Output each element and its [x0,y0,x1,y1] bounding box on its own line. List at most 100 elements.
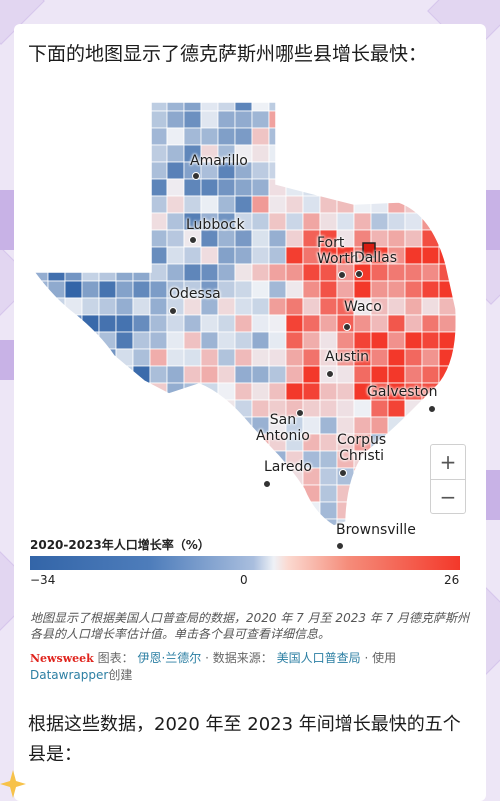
county-shape[interactable] [251,144,270,163]
county-shape[interactable] [200,433,219,452]
county-shape[interactable] [81,246,100,265]
county-shape[interactable] [115,467,134,486]
county-shape[interactable] [200,450,219,469]
county-shape[interactable] [234,348,253,367]
county-shape[interactable] [302,161,321,180]
county-shape[interactable] [473,264,486,281]
county-shape[interactable] [268,348,287,367]
county-shape[interactable] [166,399,185,418]
county-shape[interactable] [234,365,253,384]
county-shape[interactable] [115,399,134,418]
county-shape[interactable] [302,94,321,112]
county-shape[interactable] [115,450,134,469]
county-shape[interactable] [387,433,406,452]
county-shape[interactable] [31,501,49,520]
county-shape[interactable] [115,280,134,299]
county-shape[interactable] [217,382,236,401]
county-shape[interactable] [303,536,320,544]
county-shape[interactable] [217,450,236,469]
county-shape[interactable] [81,382,100,401]
county-shape[interactable] [455,280,473,299]
county-shape[interactable] [217,399,236,418]
county-shape[interactable] [14,434,31,451]
county-shape[interactable] [115,212,134,231]
county-shape[interactable] [200,348,219,367]
county-shape[interactable] [14,213,31,230]
county-shape[interactable] [234,518,253,536]
county-shape[interactable] [64,229,83,248]
county-shape[interactable] [217,484,236,503]
county-shape[interactable] [183,110,202,129]
county-shape[interactable] [387,178,406,197]
county-shape[interactable] [47,348,66,367]
county-shape[interactable] [404,467,423,486]
county-shape[interactable] [81,195,100,214]
county-shape[interactable] [132,382,151,401]
county-shape[interactable] [149,399,168,418]
county-shape[interactable] [14,366,31,383]
county-shape[interactable] [166,518,185,536]
county-shape[interactable] [285,127,304,146]
county-shape[interactable] [473,196,486,213]
county-shape[interactable] [98,127,117,146]
county-shape[interactable] [81,399,100,418]
county-shape[interactable] [234,195,253,214]
county-shape[interactable] [285,518,304,536]
county-shape[interactable] [14,230,31,247]
county-shape[interactable] [319,433,338,452]
county-shape[interactable] [473,383,486,400]
county-shape[interactable] [149,450,168,469]
county-shape[interactable] [132,144,151,163]
county-shape[interactable] [319,331,338,350]
county-shape[interactable] [31,382,49,401]
county-shape[interactable] [47,365,66,384]
county-shape[interactable] [473,315,486,332]
county-shape[interactable] [473,179,486,196]
county-shape[interactable] [370,212,389,231]
county-shape[interactable] [149,365,168,384]
county-shape[interactable] [234,127,253,146]
datawrapper-link[interactable]: Datawrapper [30,668,109,682]
county-shape[interactable] [404,94,423,112]
county-shape[interactable] [421,94,440,112]
county-shape[interactable] [115,94,134,112]
county-shape[interactable] [353,178,372,197]
county-shape[interactable] [370,399,389,418]
county-shape[interactable] [132,348,151,367]
county-shape[interactable] [98,280,117,299]
county-shape[interactable] [31,297,49,316]
county-shape[interactable] [438,161,457,180]
county-shape[interactable] [251,501,270,520]
county-shape[interactable] [268,365,287,384]
county-shape[interactable] [149,110,168,129]
county-shape[interactable] [387,467,406,486]
county-shape[interactable] [200,331,219,350]
county-shape[interactable] [336,178,355,197]
county-shape[interactable] [370,263,389,282]
county-shape[interactable] [132,195,151,214]
county-shape[interactable] [64,144,83,163]
county-shape[interactable] [455,314,473,333]
county-shape[interactable] [14,298,31,315]
county-shape[interactable] [98,212,117,231]
county-shape[interactable] [166,331,185,350]
county-shape[interactable] [64,501,83,520]
county-shape[interactable] [455,212,473,231]
county-shape[interactable] [64,178,83,197]
county-shape[interactable] [370,467,389,486]
county-shape[interactable] [132,399,151,418]
county-shape[interactable] [115,518,134,536]
county-shape[interactable] [234,314,253,333]
county-shape[interactable] [251,110,270,129]
county-shape[interactable] [183,518,202,536]
county-shape[interactable] [115,348,134,367]
county-shape[interactable] [234,501,253,520]
county-shape[interactable] [166,263,185,282]
county-shape[interactable] [81,501,100,520]
county-shape[interactable] [251,127,270,146]
county-shape[interactable] [166,484,185,503]
county-shape[interactable] [14,111,31,128]
county-shape[interactable] [64,297,83,316]
county-shape[interactable] [31,280,49,299]
county-shape[interactable] [149,501,168,520]
